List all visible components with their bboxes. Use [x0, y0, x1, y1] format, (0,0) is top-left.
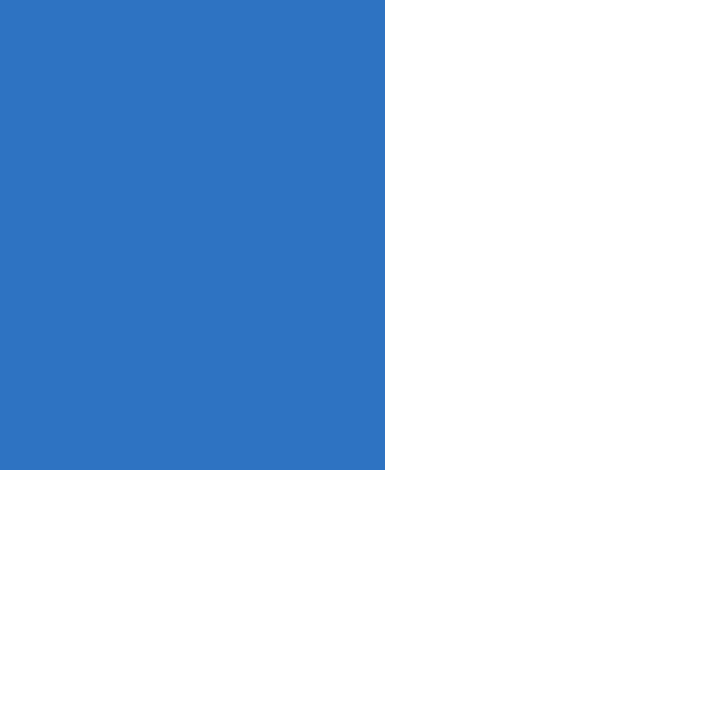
blue-rectangle[interactable] [0, 0, 385, 470]
